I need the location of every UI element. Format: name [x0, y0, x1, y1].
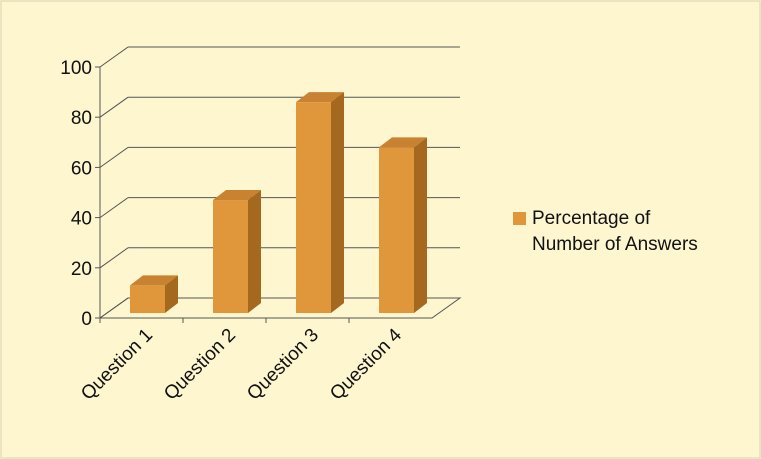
bar [130, 285, 165, 313]
grid-line [99, 197, 129, 219]
y-tick-label: 40 [71, 209, 92, 230]
x-tick-label: Question 1 [77, 325, 157, 405]
grid-line [99, 146, 129, 168]
bar-side [331, 92, 344, 313]
bar-top [213, 190, 261, 201]
y-tick-label: 60 [71, 158, 92, 179]
x-tick-label: Question 3 [243, 325, 323, 405]
bar-side [248, 190, 261, 313]
x-tick-label: Question 4 [326, 324, 406, 404]
grid-line [99, 46, 129, 68]
bar-side [165, 275, 178, 313]
grid-line [99, 297, 129, 319]
legend-swatch [513, 212, 526, 225]
bar-top [130, 275, 178, 286]
grid-line [99, 247, 129, 269]
y-tick-label: 80 [71, 108, 92, 129]
bar [213, 200, 248, 313]
y-tick-label: 0 [81, 309, 92, 330]
bar [379, 147, 414, 313]
x-tick-label: Question 2 [160, 325, 240, 405]
y-tick-label: 20 [71, 259, 92, 280]
grid-line [99, 96, 129, 118]
bar-top [379, 137, 427, 148]
y-tick-label: 100 [60, 58, 92, 79]
bar-top [296, 92, 344, 103]
bar [296, 102, 331, 313]
bar-side [414, 137, 427, 313]
legend-label: Percentage of Number of Answers [532, 208, 698, 255]
